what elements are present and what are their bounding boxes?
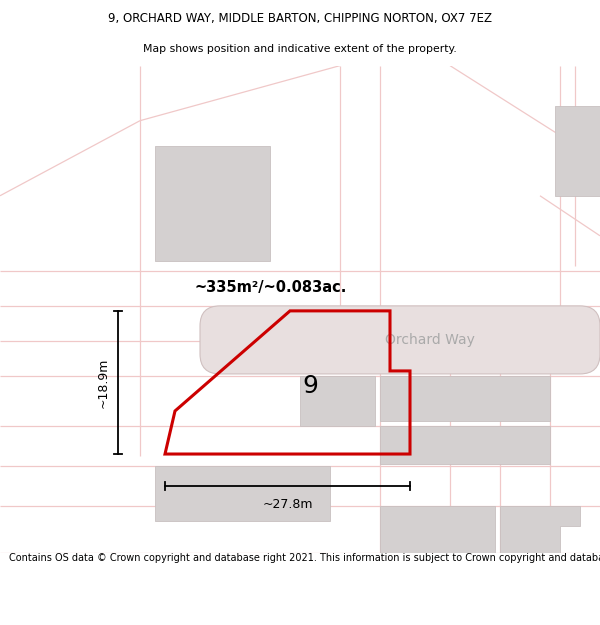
Bar bbox=[300, 376, 375, 426]
Text: 9, ORCHARD WAY, MIDDLE BARTON, CHIPPING NORTON, OX7 7EZ: 9, ORCHARD WAY, MIDDLE BARTON, CHIPPING … bbox=[108, 12, 492, 25]
Bar bbox=[555, 106, 600, 196]
Bar bbox=[380, 506, 495, 553]
Bar bbox=[380, 426, 550, 464]
Bar bbox=[380, 376, 550, 421]
Text: ~18.9m: ~18.9m bbox=[97, 357, 110, 408]
Bar bbox=[155, 146, 270, 261]
Polygon shape bbox=[500, 506, 580, 553]
Bar bbox=[155, 466, 330, 521]
Text: Orchard Way: Orchard Way bbox=[385, 333, 475, 347]
Text: Contains OS data © Crown copyright and database right 2021. This information is : Contains OS data © Crown copyright and d… bbox=[9, 553, 600, 563]
FancyBboxPatch shape bbox=[200, 306, 600, 374]
Text: ~335m²/~0.083ac.: ~335m²/~0.083ac. bbox=[195, 281, 347, 296]
Text: ~27.8m: ~27.8m bbox=[262, 498, 313, 511]
Text: 9: 9 bbox=[302, 374, 318, 398]
Text: Map shows position and indicative extent of the property.: Map shows position and indicative extent… bbox=[143, 44, 457, 54]
